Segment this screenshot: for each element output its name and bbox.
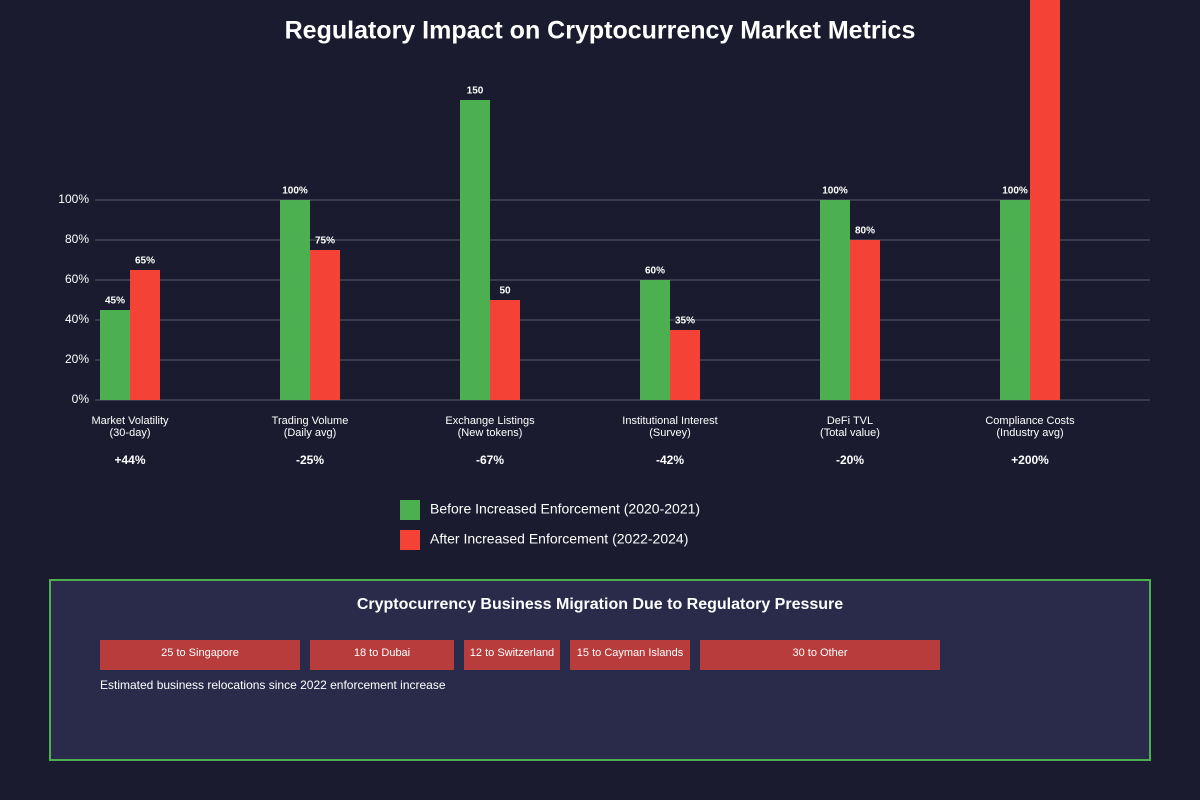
change-label: -67%	[476, 453, 504, 467]
legend-swatch	[400, 530, 420, 550]
value-label: 45%	[105, 296, 125, 307]
migration-label: 12 to Switzerland	[470, 647, 554, 659]
y-tick-label: 0%	[72, 392, 90, 406]
value-label: 100%	[282, 186, 308, 197]
value-label: 80%	[855, 226, 875, 237]
bar	[130, 270, 160, 400]
value-label: 35%	[675, 316, 695, 327]
x-tick-label: DeFi TVL	[827, 415, 873, 427]
legend-label: Before Increased Enforcement (2020-2021)	[430, 501, 700, 517]
migration-bar	[310, 640, 454, 670]
y-tick-label: 60%	[65, 272, 89, 286]
bar	[640, 280, 670, 400]
change-label: -25%	[296, 453, 324, 467]
y-tick-label: 20%	[65, 352, 89, 366]
x-tick-note: (Survey)	[649, 427, 691, 439]
value-label: 65%	[135, 256, 155, 267]
bar	[460, 100, 490, 400]
migration-bar	[464, 640, 560, 670]
change-label: +200%	[1011, 453, 1049, 467]
y-tick-label: 100%	[58, 192, 89, 206]
migration-bar	[700, 640, 940, 670]
value-label: 100%	[1002, 186, 1028, 197]
legend-label: After Increased Enforcement (2022-2024)	[430, 531, 688, 547]
bar	[1030, 0, 1060, 400]
x-tick-label: Market Volatility	[91, 415, 169, 427]
x-tick-note: (30-day)	[110, 427, 151, 439]
x-tick-label: Trading Volume	[272, 415, 349, 427]
value-label: 150	[467, 86, 484, 97]
bar	[670, 330, 700, 400]
migration-title: Cryptocurrency Business Migration Due to…	[357, 596, 843, 613]
bar	[490, 300, 520, 400]
bar	[100, 310, 130, 400]
y-tick-label: 40%	[65, 312, 89, 326]
migration-bar	[570, 640, 690, 670]
chart-title: Regulatory Impact on Cryptocurrency Mark…	[285, 17, 916, 45]
change-label: +44%	[114, 453, 145, 467]
x-tick-label: Compliance Costs	[985, 415, 1075, 427]
migration-note: Estimated business relocations since 202…	[100, 678, 446, 692]
bar	[1000, 200, 1030, 400]
y-tick-label: 80%	[65, 232, 89, 246]
migration-label: 18 to Dubai	[354, 647, 410, 659]
x-tick-note: (Daily avg)	[284, 427, 337, 439]
x-tick-note: (Industry avg)	[996, 427, 1063, 439]
value-label: 50	[499, 286, 511, 297]
bar	[820, 200, 850, 400]
legend-swatch	[400, 500, 420, 520]
value-label: 60%	[645, 266, 665, 277]
migration-bar	[100, 640, 300, 670]
change-label: -42%	[656, 453, 684, 467]
x-tick-note: (New tokens)	[458, 427, 523, 439]
value-label: 100%	[822, 186, 848, 197]
migration-label: 15 to Cayman Islands	[577, 647, 684, 659]
change-label: -20%	[836, 453, 864, 467]
migration-label: 25 to Singapore	[161, 647, 239, 659]
x-tick-label: Exchange Listings	[445, 415, 535, 427]
bar	[310, 250, 340, 400]
x-tick-note: (Total value)	[820, 427, 880, 439]
value-label: 75%	[315, 236, 335, 247]
bar	[280, 200, 310, 400]
migration-label: 30 to Other	[792, 647, 847, 659]
bar	[850, 240, 880, 400]
x-tick-label: Institutional Interest	[622, 415, 717, 427]
